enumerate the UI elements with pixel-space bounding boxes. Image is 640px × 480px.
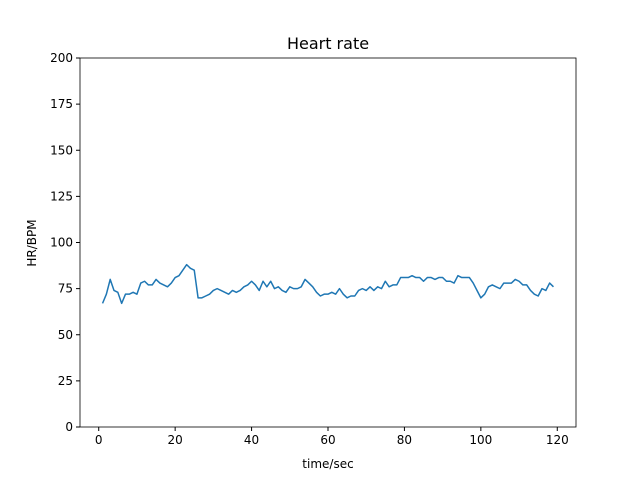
y-axis-label: HR/BPM: [25, 219, 39, 266]
plot-frame: [79, 57, 577, 428]
y-tick-label: 150: [50, 143, 73, 157]
chart-title: Heart rate: [287, 34, 369, 53]
y-tick-label: 125: [50, 189, 73, 203]
y-tick-label: 25: [58, 374, 73, 388]
y-tick-label: 175: [50, 97, 73, 111]
x-tick-label: 20: [168, 433, 183, 447]
y-tick-label: 0: [65, 420, 73, 434]
x-axis-label: time/sec: [302, 457, 353, 471]
x-tick-label: 100: [469, 433, 492, 447]
line-series: [101, 263, 554, 305]
x-tick-label: 120: [546, 433, 569, 447]
y-tick-label: 50: [58, 328, 73, 342]
x-tick-label: 60: [320, 433, 335, 447]
x-tick-label: 40: [244, 433, 259, 447]
x-tick-label: 80: [397, 433, 412, 447]
y-tick-label: 200: [50, 51, 73, 65]
x-tick-label: 0: [95, 433, 103, 447]
y-tick-label: 100: [50, 236, 73, 250]
y-tick-label: 75: [58, 282, 73, 296]
